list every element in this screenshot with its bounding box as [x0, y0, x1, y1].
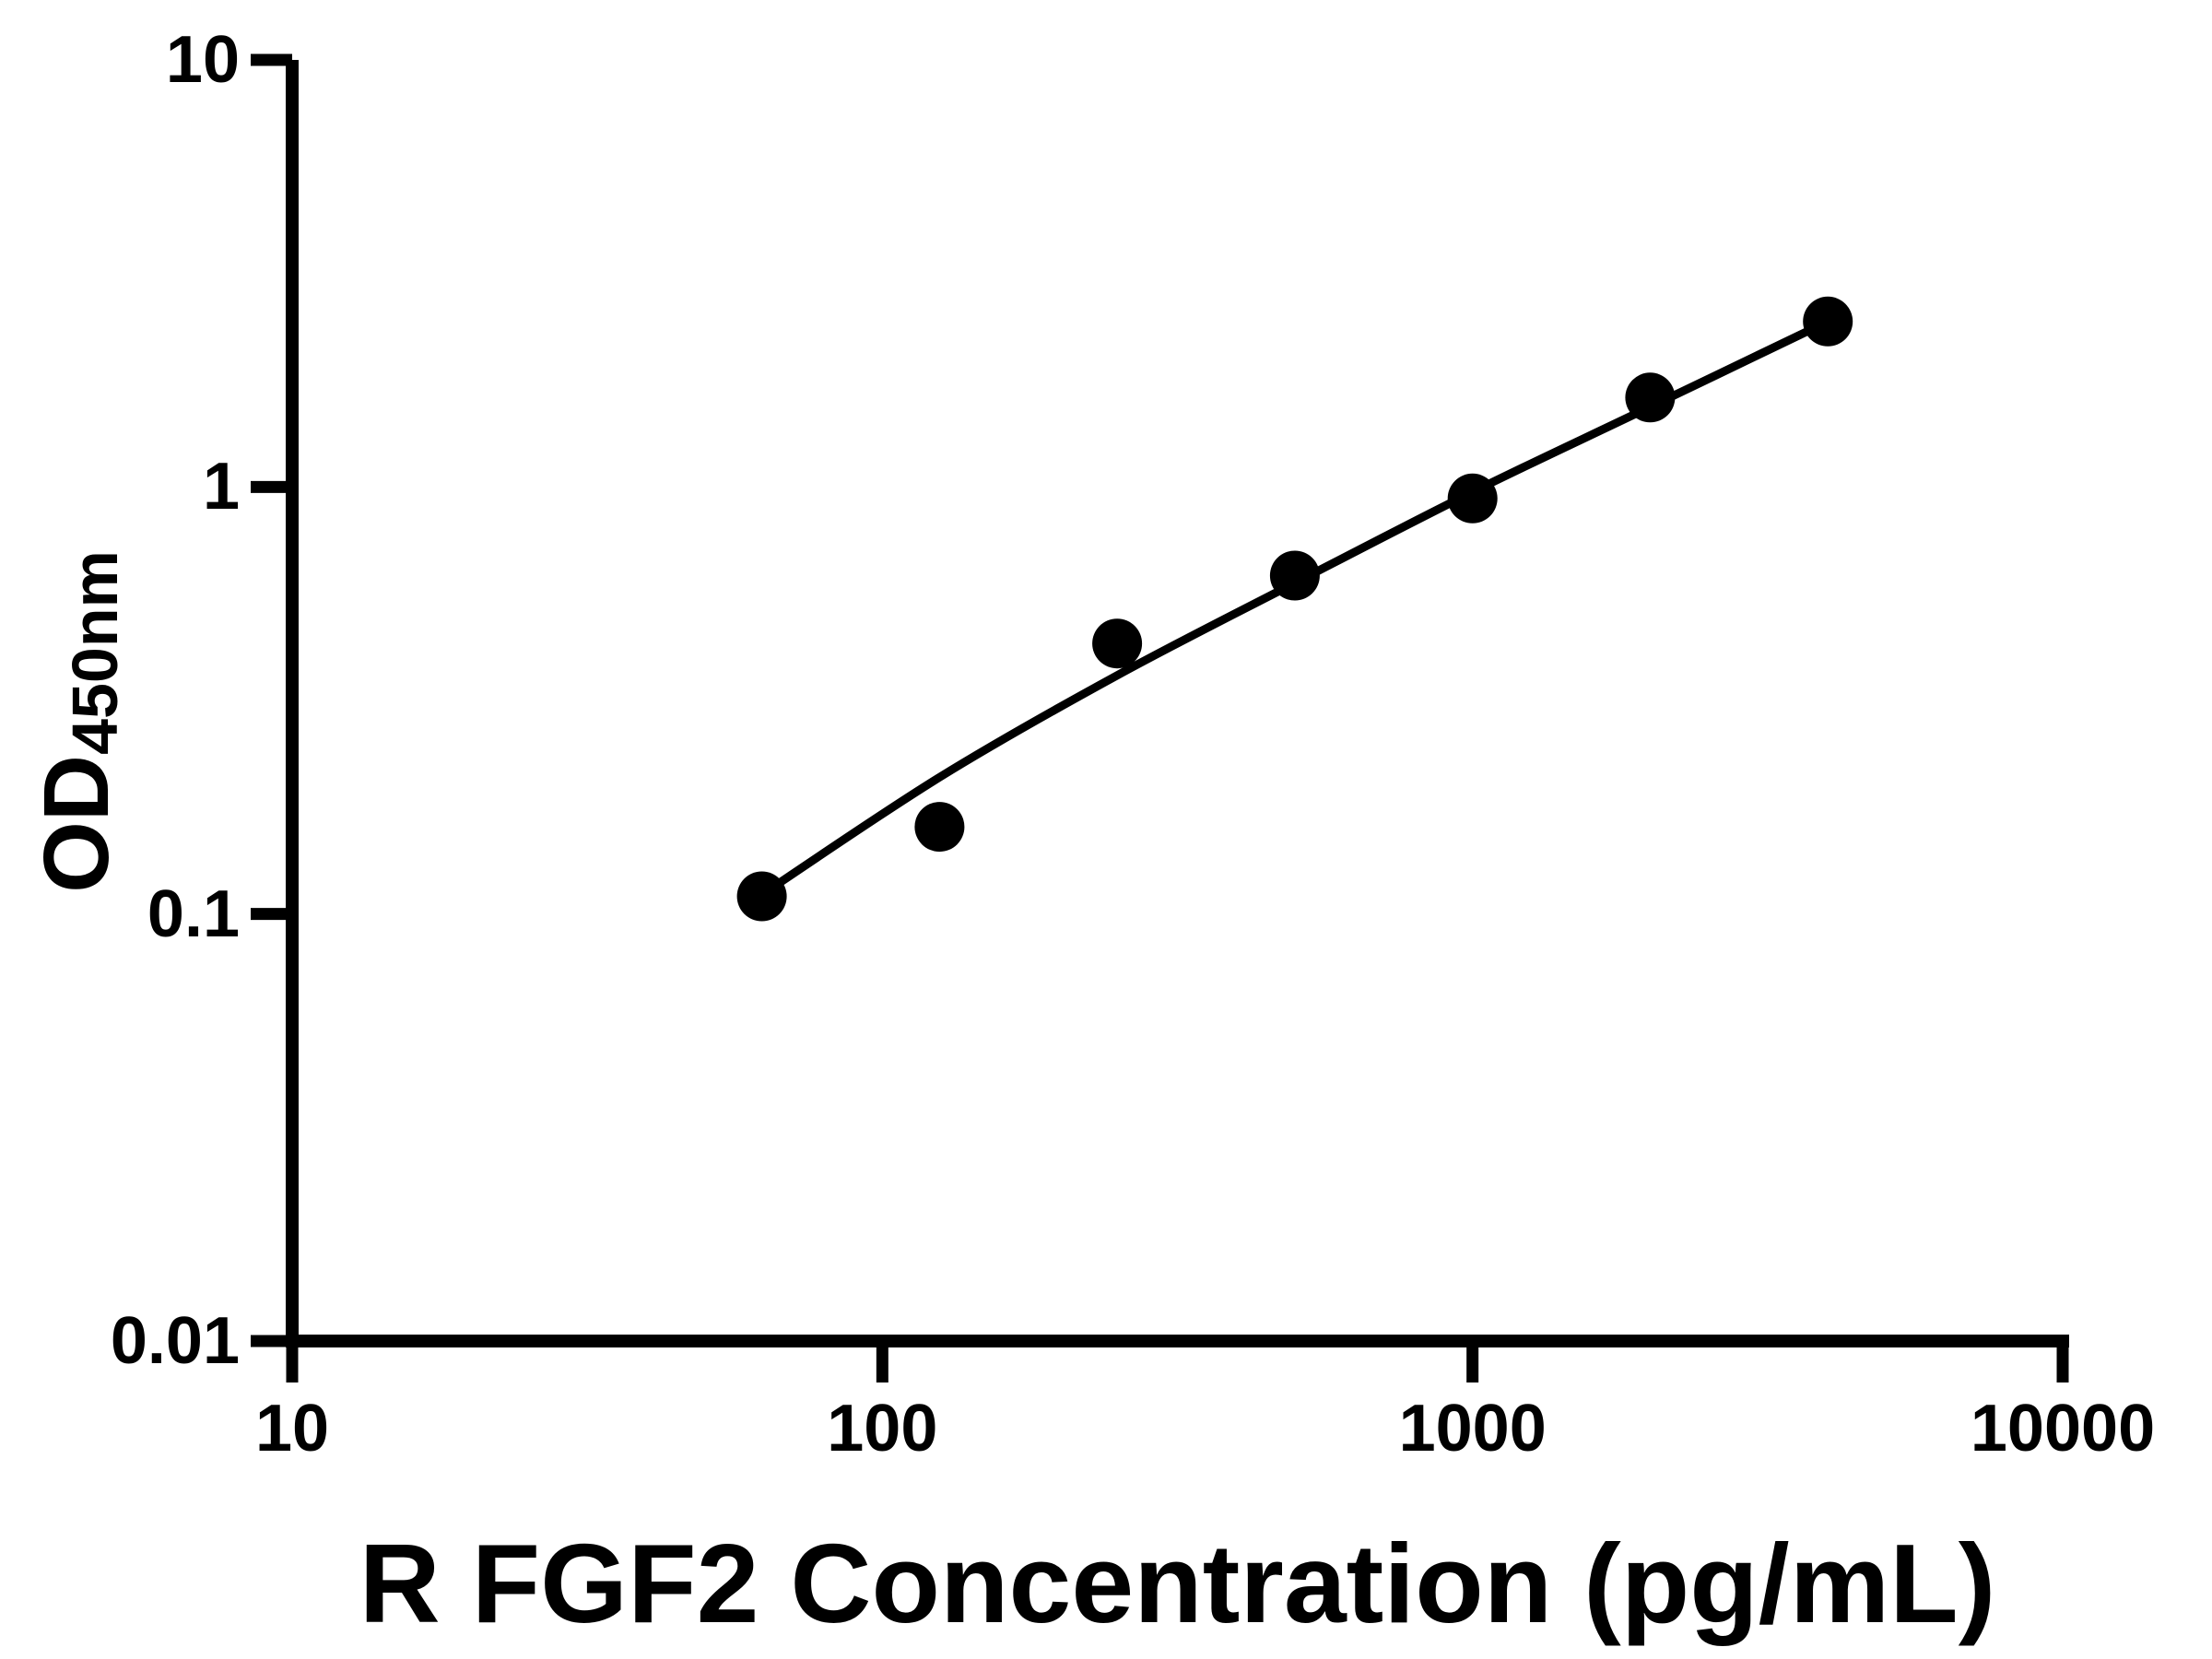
y-tick-label: 0.01 — [110, 1304, 240, 1378]
data-point-marker — [1803, 296, 1853, 347]
data-point-marker — [914, 802, 965, 853]
data-point-marker — [1092, 618, 1143, 669]
axes-spine — [286, 60, 2069, 1347]
data-point-marker — [736, 871, 787, 922]
y-axis-title: OD450nm — [21, 528, 132, 915]
data-point-marker — [1447, 473, 1498, 524]
y-axis-title-subscript: 450nm — [59, 550, 131, 755]
y-tick-label: 0.1 — [147, 877, 240, 951]
data-point-marker — [1269, 550, 1320, 601]
y-tick-label: 1 — [202, 450, 240, 524]
x-tick-label: 1000 — [1398, 1392, 1547, 1465]
x-tick-label: 10 — [254, 1392, 330, 1465]
data-point-marker — [1625, 372, 1676, 423]
x-tick-label: 100 — [827, 1392, 938, 1465]
y-tick-label: 10 — [165, 23, 240, 97]
x-tick-label: 10000 — [1970, 1392, 2156, 1465]
x-axis-title: R FGF2 Concentration (pg/mL) — [359, 1521, 1996, 1646]
